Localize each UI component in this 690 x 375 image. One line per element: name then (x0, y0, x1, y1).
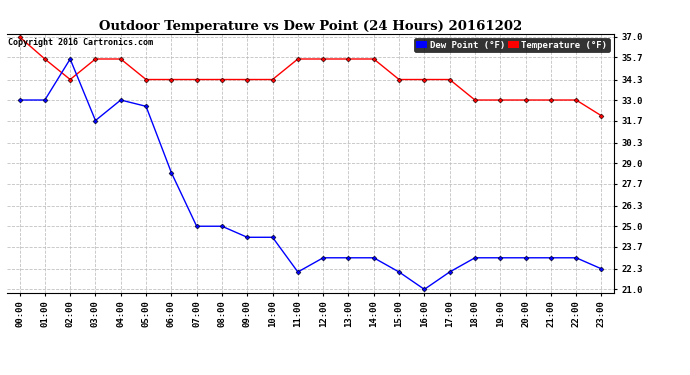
Text: Copyright 2016 Cartronics.com: Copyright 2016 Cartronics.com (8, 38, 153, 46)
Legend: Dew Point (°F), Temperature (°F): Dew Point (°F), Temperature (°F) (414, 38, 609, 52)
Title: Outdoor Temperature vs Dew Point (24 Hours) 20161202: Outdoor Temperature vs Dew Point (24 Hou… (99, 20, 522, 33)
